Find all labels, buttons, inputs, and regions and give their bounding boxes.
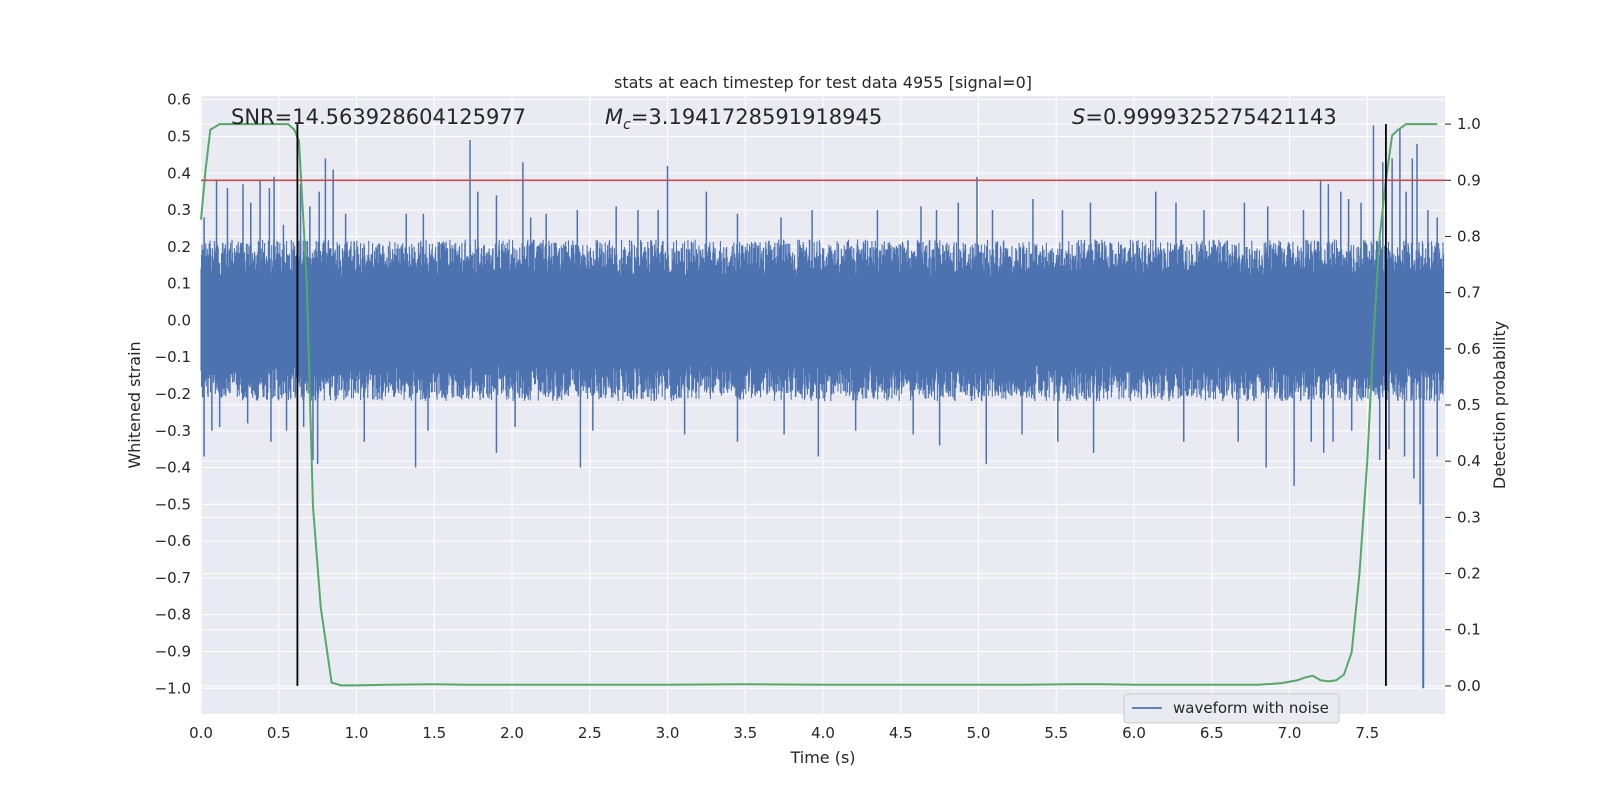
y2-tick-label: 0.0 xyxy=(1457,677,1481,695)
y-tick-label: −0.8 xyxy=(155,606,191,624)
y2-tick-label: 0.2 xyxy=(1457,565,1481,583)
y-tick-label: −1.0 xyxy=(155,679,191,697)
x-tick-label: 0.5 xyxy=(267,724,291,742)
legend-label: waveform with noise xyxy=(1173,699,1329,717)
x-tick-label: 6.0 xyxy=(1122,724,1146,742)
chart-title: stats at each timestep for test data 495… xyxy=(614,73,1032,92)
y2-tick-label: 0.4 xyxy=(1457,452,1481,470)
y-axis-label: Whitened strain xyxy=(125,341,144,468)
x-tick-label: 0.0 xyxy=(189,724,213,742)
s-value: =0.9999325275421143 xyxy=(1085,105,1336,129)
x-tick-label: 1.0 xyxy=(345,724,369,742)
x-tick-label: 3.5 xyxy=(733,724,757,742)
mc-subscript: c xyxy=(623,117,631,133)
snr-annotation: SNR=14.563928604125977 xyxy=(231,105,526,129)
probability-line xyxy=(200,123,1438,687)
y2-tick-label: 0.3 xyxy=(1457,508,1481,526)
probability-series xyxy=(200,123,1438,687)
ticks: 0.0 0.5 1.0 1.5 2.0 2.5 3.0 3.5 4.0 4.5 5.0 5.5 6.0 6… xyxy=(155,91,1481,742)
x-tick-label: 3.0 xyxy=(656,724,680,742)
y-tick-label: 0.5 xyxy=(167,127,191,145)
x-tick-label: 6.5 xyxy=(1200,724,1224,742)
overlays xyxy=(201,124,1445,686)
y-tick-label: −0.5 xyxy=(155,495,191,513)
y2-axis-label: Detection probability xyxy=(1490,321,1509,489)
x-tick-label: 5.0 xyxy=(967,724,991,742)
y-tick-label: 0.2 xyxy=(167,238,191,256)
x-tick-label: 4.5 xyxy=(889,724,913,742)
x-tick-label: 4.0 xyxy=(811,724,835,742)
y2-tick-label: 0.8 xyxy=(1457,227,1481,245)
y-tick-label: 0.0 xyxy=(167,311,191,329)
x-tick-label: 1.5 xyxy=(422,724,446,742)
y-tick-label: 0.3 xyxy=(167,201,191,219)
waveform-series xyxy=(200,125,1444,689)
y2-tick-label: 0.6 xyxy=(1457,340,1481,358)
x-tick-label: 2.0 xyxy=(500,724,524,742)
x-tick-label: 7.5 xyxy=(1355,724,1379,742)
x-tick-label: 2.5 xyxy=(578,724,602,742)
x-tick-label: 5.5 xyxy=(1044,724,1068,742)
y2-tick-label: 0.1 xyxy=(1457,621,1481,639)
waveform-core xyxy=(201,275,1444,365)
y-tick-label: −0.2 xyxy=(155,385,191,403)
y-tick-label: −0.1 xyxy=(155,348,191,366)
x-tick-label: 7.0 xyxy=(1278,724,1302,742)
y2-tick-label: 0.5 xyxy=(1457,396,1481,414)
s-annotation: S=0.9999325275421143 xyxy=(1072,105,1337,129)
mc-symbol: M xyxy=(605,105,623,129)
x-axis-label: Time (s) xyxy=(789,748,855,767)
legend-box xyxy=(1123,693,1340,724)
y-tick-label: 0.6 xyxy=(167,91,191,109)
y2-tick-label: 0.7 xyxy=(1457,284,1481,302)
y2-tick-label: 0.9 xyxy=(1457,171,1481,189)
s-symbol: S xyxy=(1072,105,1085,129)
mc-annotation: Mc=3.1941728591918945 xyxy=(605,105,882,133)
y-tick-label: −0.3 xyxy=(155,422,191,440)
y-tick-label: −0.9 xyxy=(155,642,191,660)
y-tick-label: −0.4 xyxy=(155,459,191,477)
y-tick-label: −0.7 xyxy=(155,569,191,587)
y-tick-label: 0.4 xyxy=(167,164,191,182)
y-tick-label: 0.1 xyxy=(167,275,191,293)
y2-tick-label: 1.0 xyxy=(1457,115,1481,133)
mc-value: =3.1941728591918945 xyxy=(631,105,882,129)
legend: waveform with noise xyxy=(1123,693,1340,724)
y-tick-label: −0.6 xyxy=(155,532,191,550)
